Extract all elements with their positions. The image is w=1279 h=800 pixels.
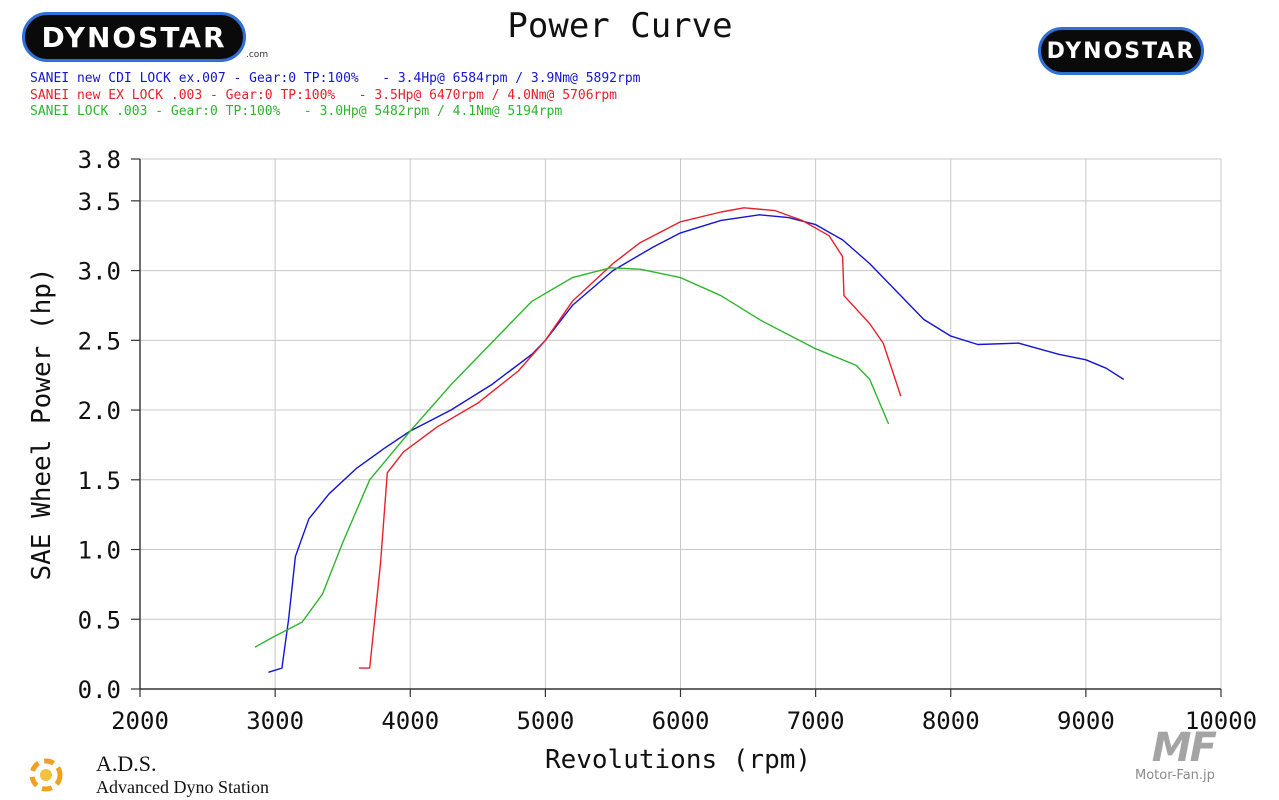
dynostar-logo-suffix: .com (246, 50, 269, 60)
x-tick-label: 2000 (111, 707, 169, 735)
y-tick-label: 2.0 (78, 397, 121, 425)
series-line-2 (358, 207, 902, 669)
x-tick-label: 10000 (1185, 707, 1257, 735)
run-label-3: SANEI LOCK .003 - Gear:0 TP:100% - 3.0Hp… (30, 104, 563, 119)
y-tick-label: 0.5 (78, 606, 121, 634)
ads-branding: A.D.S. Advanced Dyno Station (96, 752, 269, 798)
run-label-2: SANEI new EX LOCK .003 - Gear:0 TP:100% … (30, 88, 617, 103)
y-tick-label: 1.0 (78, 537, 121, 565)
watermark-logo: MF (1151, 725, 1217, 771)
y-tick-label: 0.0 (78, 676, 121, 704)
x-tick-label: 6000 (652, 707, 710, 735)
watermark-text: Motor-Fan.jp (1135, 768, 1215, 783)
x-tick-label: 8000 (922, 707, 980, 735)
x-tick-label: 5000 (516, 707, 574, 735)
y-tick-label: 3.8 (78, 146, 121, 174)
y-axis-label: SAE Wheel Power (hp) (27, 267, 57, 580)
ads-subtitle: Advanced Dyno Station (96, 777, 269, 797)
ads-logo-icon (29, 758, 63, 792)
x-tick-label: 3000 (246, 707, 304, 735)
series-line-3 (254, 267, 890, 648)
series-line-1 (268, 214, 1125, 673)
x-tick-label: 7000 (787, 707, 845, 735)
y-tick-label: 3.0 (78, 258, 121, 286)
run-label-1: SANEI new CDI LOCK ex.007 - Gear:0 TP:10… (30, 71, 641, 86)
y-tick-label: 1.5 (78, 467, 121, 495)
dynostar-logo-right: DYNOSTAR (1038, 27, 1204, 75)
x-tick-label: 4000 (381, 707, 439, 735)
y-tick-label: 3.5 (78, 188, 121, 216)
y-tick-label: 2.5 (78, 327, 121, 355)
chart-title: Power Curve (507, 6, 733, 46)
ads-title: A.D.S. (96, 751, 157, 776)
dynostar-logo: DYNOSTAR (22, 12, 246, 62)
motor-fan-watermark: MF Motor-Fan.jp (1135, 725, 1217, 783)
x-axis-label: Revolutions (rpm) (545, 745, 811, 775)
x-tick-label: 9000 (1057, 707, 1115, 735)
